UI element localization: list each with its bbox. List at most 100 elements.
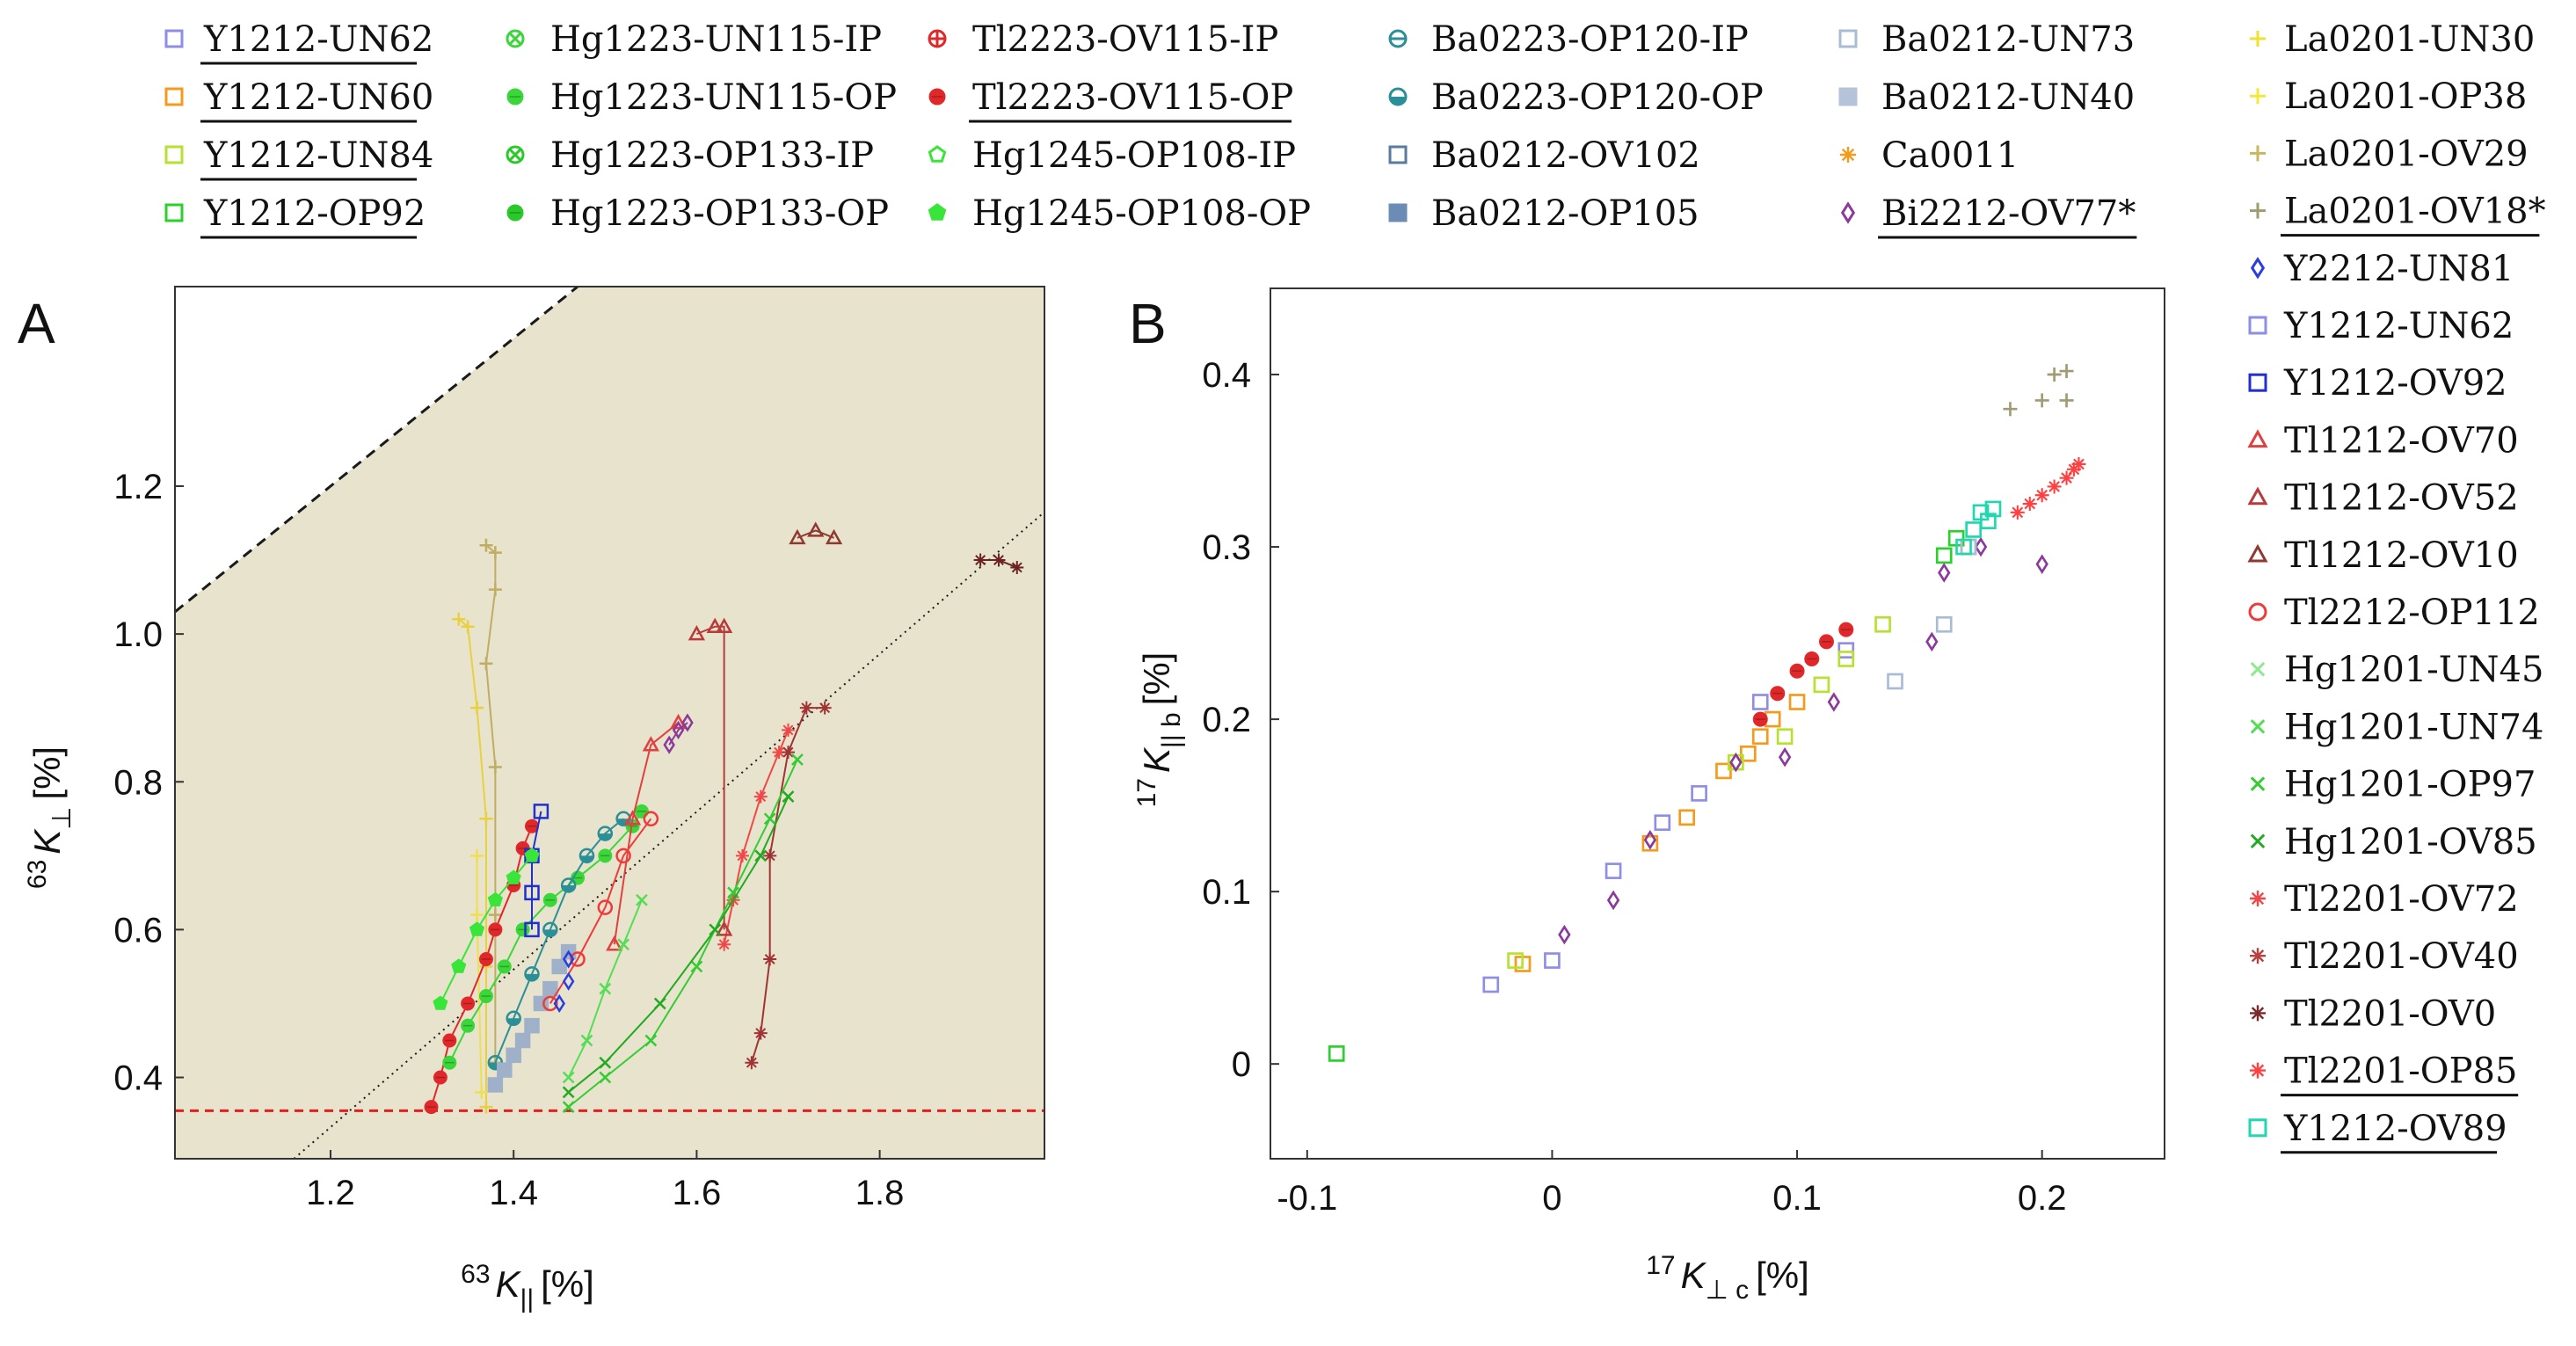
legend-marker [164, 87, 184, 106]
legend-label: Tl2212-OP112 [2284, 593, 2540, 633]
legend-marker [2250, 1062, 2266, 1079]
panel-a-point [807, 521, 825, 537]
panel-a-point [579, 848, 595, 864]
panel-b-point [1605, 862, 1622, 879]
panel-a-series-line [531, 811, 542, 930]
legend-marker [2250, 1005, 2266, 1022]
legend-entry: Hg1201-UN45 [2250, 650, 2543, 690]
legend-entry: Hg1245-OP108-IP [928, 135, 1296, 176]
legend-label: Y1212-UN60 [203, 77, 433, 118]
legend-label: Tl1212-OV52 [2284, 478, 2519, 519]
legend-entry: Ca0011 [1840, 135, 2019, 176]
panel-b-series-Bi2212-OV77* [1558, 536, 2048, 945]
legend-label: Tl2223-OV115-IP [972, 19, 1278, 60]
panel-b-point [2034, 488, 2049, 503]
panel-b-ytick-label: 0.1 [1202, 873, 1251, 912]
panel-b-xtick-label: 0 [1542, 1179, 1561, 1218]
panel-a-series-Tl2201-OV0 [973, 553, 1024, 574]
panel-a-ytick-label: 0.6 [113, 911, 163, 949]
panel-a-point [433, 1070, 448, 1085]
panel-b-point [1984, 500, 2002, 518]
panel-a-point [461, 1018, 476, 1033]
panel-a-point [560, 877, 577, 893]
legend-label: Ba0212-OV102 [1431, 135, 1700, 176]
panel-a-point [599, 982, 612, 995]
panel-b-point [1980, 513, 1997, 529]
panel-a-series-line [448, 811, 643, 1064]
legend-marker [928, 145, 947, 163]
legend-marker [2250, 257, 2266, 280]
panel-b-point [1751, 728, 1769, 746]
panel-a-series-La0201-OP38 [470, 848, 489, 1099]
legend-label: Hg1201-OP97 [2284, 765, 2536, 805]
legend-entry: Hg1201-OP97 [2250, 765, 2536, 805]
panel-a-point [598, 848, 613, 863]
panel-a-point [542, 995, 558, 1012]
panel-a-series-Ba0223-OP120-OP [487, 811, 631, 1071]
panel-a-point [514, 1032, 531, 1049]
panel-b-point [1770, 686, 1786, 702]
panel-a-point [562, 949, 575, 969]
legend-label: Tl2201-OV40 [2284, 936, 2519, 977]
legend-entry: La0201-OV18* [2250, 192, 2546, 237]
panel-a-point [506, 1047, 521, 1064]
panel-b-series-Y1212-UN62 [1482, 642, 1855, 993]
panel-b-frame [1270, 287, 2165, 1160]
legend-label: Tl2223-OV115-OP [972, 77, 1293, 118]
panel-a-point [745, 1056, 759, 1070]
panel-b-point [1544, 952, 1561, 969]
panel-b-ytick-label: 0 [1232, 1045, 1251, 1084]
panel-a-point [433, 995, 448, 1010]
panel-a-point [644, 1034, 658, 1047]
legend-entry: Y1212-UN60 [164, 77, 433, 123]
panel-b-series-Y1212-OV89 [1955, 500, 2002, 556]
legend-entry: Y1212-OV89 [2248, 1109, 2507, 1154]
panel-a-ylabel-group: 63K⊥[%] [23, 746, 76, 889]
panel-a-point [642, 736, 659, 752]
panel-a-point [615, 848, 631, 864]
panel-a-point [636, 893, 648, 906]
legend-marker [1838, 87, 1858, 106]
panel-a-point [525, 819, 540, 833]
legend-entry: Tl2201-OP85 [2250, 1051, 2519, 1097]
panel-b-ytick-label: 0.3 [1202, 528, 1251, 567]
legend-entry: Tl1212-OV70 [2247, 420, 2519, 461]
legend: Y1212-UN62 Y1212-UN60 Y1212-UN84 Y1212-OP92… [164, 19, 2546, 1154]
panel-b-point [2059, 393, 2074, 408]
legend-marker [506, 88, 524, 105]
panel-a-ylabel: 63K⊥[%] [23, 746, 76, 889]
panel-a-series-Tl1212-OV52 [688, 617, 733, 936]
legend-label: Tl1212-OV10 [2284, 535, 2519, 576]
panel-a-point [754, 849, 768, 862]
panel-a-shaded-region [175, 287, 1044, 1159]
panel-a-point [562, 1071, 575, 1084]
panel-a-point [506, 1010, 521, 1027]
panel-b-letter: B [1129, 292, 1167, 355]
panel-a-series-line [568, 796, 790, 1094]
panel-a-point [727, 886, 739, 899]
legend-label: Hg1223-OP133-IP [550, 135, 874, 176]
panel-a-xtick-label: 1.6 [673, 1174, 722, 1212]
panel-a-point [524, 884, 540, 901]
legend-marker [2250, 891, 2266, 906]
panel-a-ticks: 1.2 1.4 1.6 1.8 0.4 0.6 0.8 1.0 1.2 [113, 468, 904, 1212]
legend-marker [2247, 429, 2268, 448]
panel-b-point [1789, 663, 1805, 679]
panel-a-point [497, 959, 512, 974]
panel-b-point [2059, 364, 2074, 379]
panel-a-point [488, 583, 502, 597]
panel-a-point [497, 1062, 513, 1078]
panel-a-series-Y2212-UN81 [553, 949, 575, 1014]
panel-a-point [623, 810, 642, 826]
panel-a-point [515, 922, 530, 937]
legend-entry: Tl2212-OP112 [2248, 593, 2540, 633]
panel-b-ylabel: 17K|| b[%] [1132, 652, 1186, 808]
panel-b-point [1328, 1045, 1345, 1062]
panel-a-diagonal-line [175, 287, 579, 614]
legend-marker [164, 29, 184, 48]
panel-a-frame [174, 286, 1045, 1160]
legend-entry: Tl1212-OV10 [2247, 535, 2519, 576]
panel-a-point [599, 1071, 612, 1084]
panel-a-point [669, 713, 688, 730]
panel-a-point [992, 553, 1006, 567]
